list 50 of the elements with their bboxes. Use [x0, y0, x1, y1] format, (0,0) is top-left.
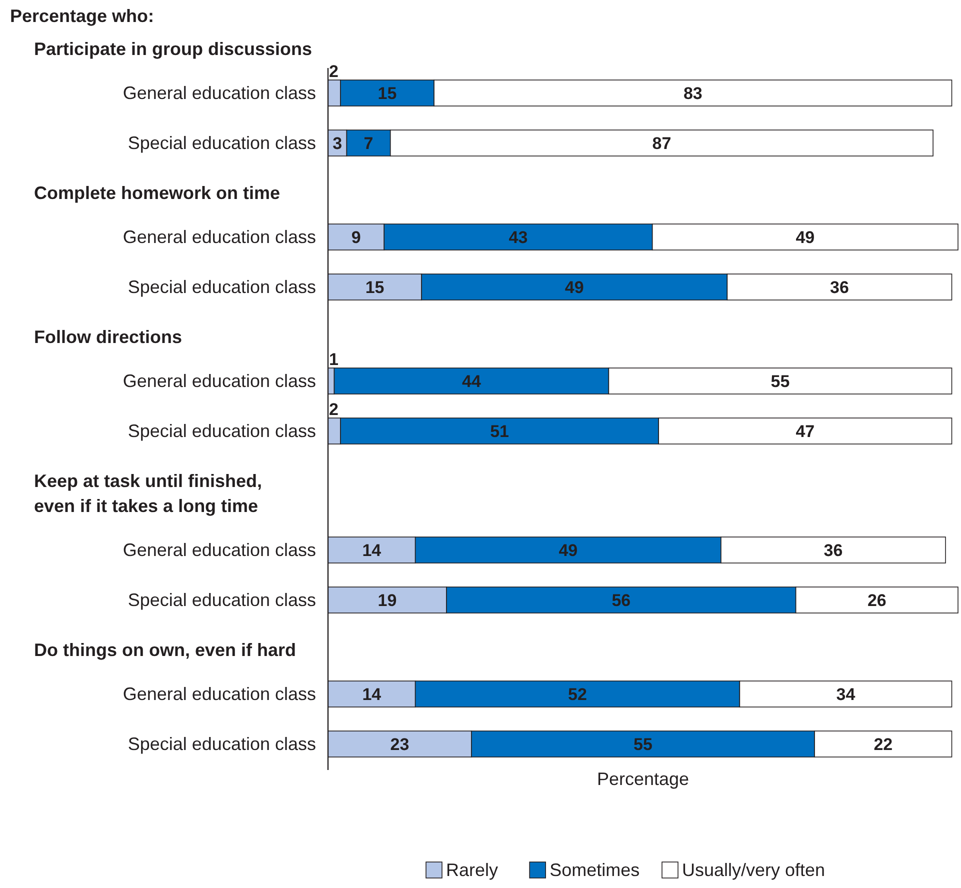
text: Participate in group discussions: [34, 39, 312, 59]
text: Complete homework on time: [34, 183, 280, 203]
text: Follow directions: [34, 327, 182, 347]
text: Do things on own, even if hard: [34, 640, 296, 660]
data-label: 43: [508, 228, 528, 247]
y-tick-label: Special education class: [128, 734, 316, 754]
y-tick-label: Special education class: [128, 590, 316, 610]
y-tick-label: Special education class: [128, 421, 316, 441]
y-tick-label: General education class: [122, 540, 316, 560]
y-tick-label: General education class: [122, 684, 316, 704]
y-tick-label: General education class: [122, 83, 316, 103]
data-label: 22: [874, 735, 893, 754]
data-label: 52: [568, 685, 587, 704]
y-tick-label: General education class: [122, 371, 316, 391]
data-label: 1: [329, 350, 338, 369]
text: Keep at task until finished, even if it takes a long time: [34, 471, 262, 516]
y-tick-label: Special education class: [128, 133, 316, 153]
legend-label: Usually/very often: [682, 860, 826, 880]
data-label: 47: [796, 422, 815, 441]
y-tick-label: Special education class: [128, 277, 316, 297]
legend-label: Rarely: [446, 860, 498, 880]
data-label: 49: [796, 228, 815, 247]
legend-label: Sometimes: [550, 860, 640, 880]
data-label: 44: [462, 372, 482, 391]
data-label: 7: [364, 134, 374, 153]
data-label: 36: [824, 541, 843, 560]
data-label: 87: [652, 134, 672, 153]
data-label: 15: [365, 278, 384, 297]
data-label: 14: [362, 541, 382, 560]
data-label: 49: [564, 278, 584, 297]
data-label: 9: [351, 228, 361, 247]
data-label: 15: [378, 84, 397, 103]
data-label: 55: [770, 372, 790, 391]
text: Percentage who:: [10, 6, 154, 26]
data-label: 3: [332, 134, 342, 153]
data-label: 2: [329, 400, 338, 419]
data-label: 2: [329, 62, 338, 81]
x-axis-title: Percentage: [596, 769, 690, 789]
data-label: 36: [830, 278, 849, 297]
data-label: 26: [867, 591, 886, 610]
data-label: 56: [612, 591, 631, 610]
data-label: 51: [490, 422, 509, 441]
data-label: 55: [634, 735, 652, 754]
data-label: 14: [362, 685, 382, 704]
data-label: 19: [378, 591, 397, 610]
data-label: 83: [683, 84, 702, 103]
data-label: 34: [836, 685, 856, 704]
data-label: 23: [390, 735, 410, 754]
y-tick-label: General education class: [122, 227, 316, 247]
data-label: 49: [558, 541, 578, 560]
